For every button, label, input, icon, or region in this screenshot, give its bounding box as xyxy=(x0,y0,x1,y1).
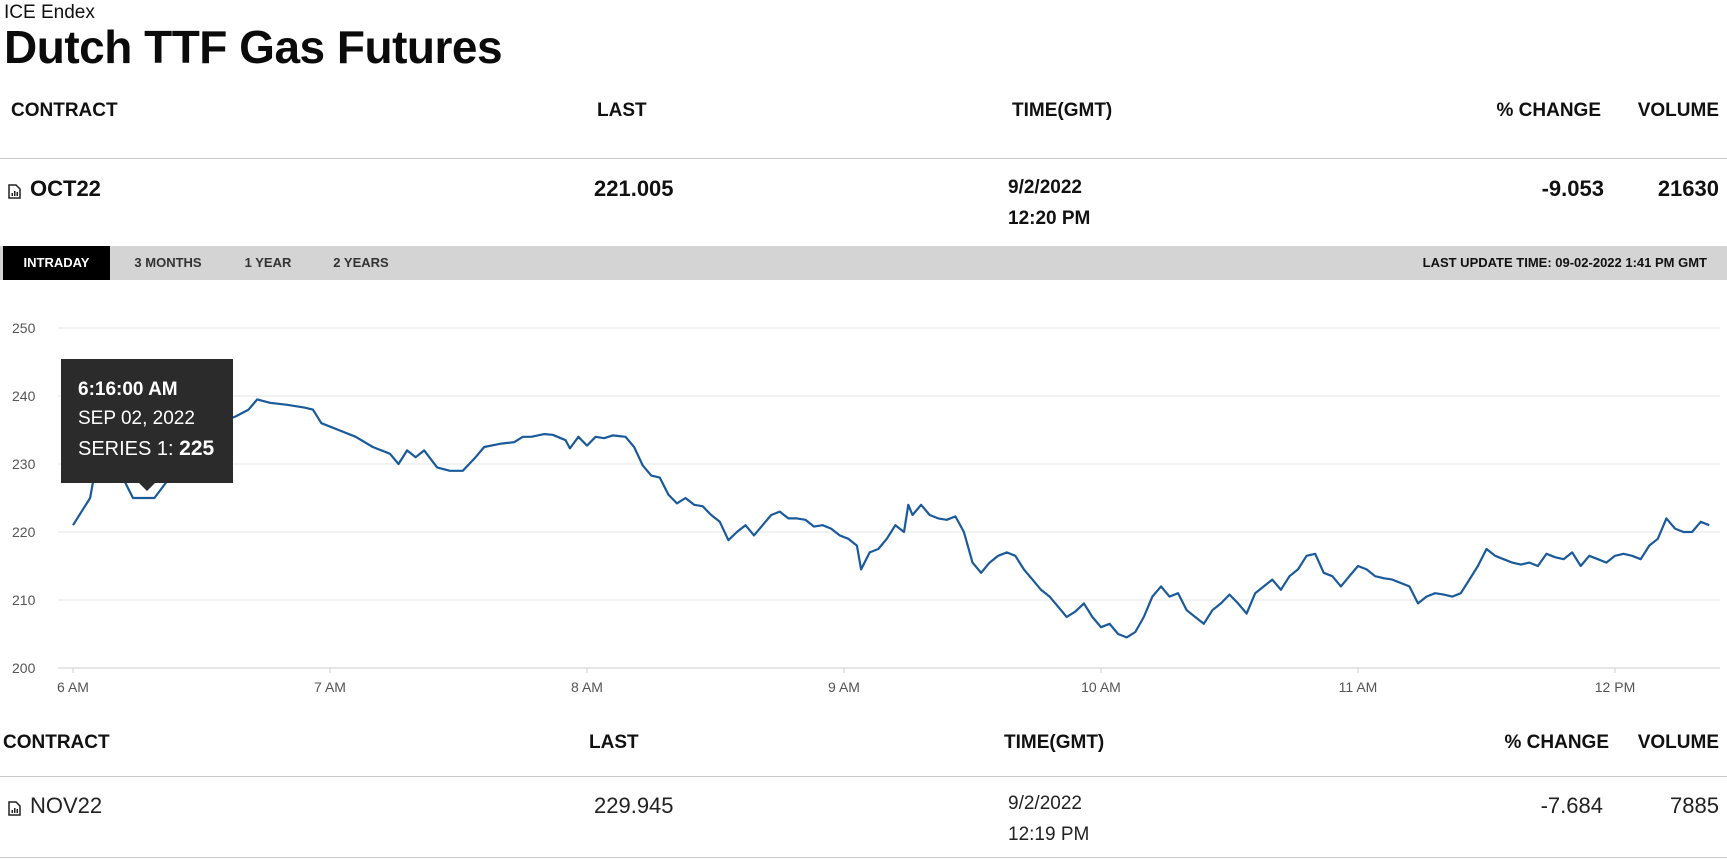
col-contract-header: CONTRACT xyxy=(11,100,118,121)
bar-chart-icon[interactable] xyxy=(8,184,21,199)
tooltip-time: 6:16:00 AM xyxy=(78,379,178,400)
y-tick-label: 200 xyxy=(12,660,36,676)
col-change-header: % CHANGE xyxy=(1504,732,1609,753)
table-row[interactable]: OCT22 221.005 9/2/2022 12:20 PM -9.053 2… xyxy=(0,172,1727,232)
x-tick-label: 8 AM xyxy=(571,679,603,695)
tab-1-year[interactable]: 1 YEAR xyxy=(244,255,292,270)
tooltip-series-label: SERIES 1: xyxy=(78,438,174,460)
trade-date: 9/2/2022 xyxy=(1008,177,1082,198)
header-divider xyxy=(0,776,1727,777)
volume-value: 21630 xyxy=(1657,176,1719,201)
col-change-header: % CHANGE xyxy=(1496,100,1601,121)
header-divider xyxy=(0,158,1727,159)
y-tick-label: 250 xyxy=(12,320,36,336)
percent-change: -9.053 xyxy=(1541,176,1604,201)
table-row[interactable]: NOV22 229.945 9/2/2022 12:19 PM -7.684 7… xyxy=(0,790,1727,852)
row-divider xyxy=(0,857,1727,858)
col-contract-header: CONTRACT xyxy=(3,732,110,753)
col-volume-header: VOLUME xyxy=(1637,100,1719,121)
tab-2-years[interactable]: 2 YEARS xyxy=(333,255,389,270)
x-tick-label: 11 AM xyxy=(1339,679,1378,695)
tooltip-series-value: 225 xyxy=(179,437,215,460)
y-tick-label: 230 xyxy=(12,456,36,472)
page-title: Dutch TTF Gas Futures xyxy=(4,21,503,73)
volume-value: 7885 xyxy=(1670,793,1719,818)
bar-chart-icon[interactable] xyxy=(8,801,21,816)
table-header: CONTRACT LAST TIME(GMT) % CHANGE VOLUME xyxy=(0,100,1727,130)
x-tick-label: 9 AM xyxy=(828,679,860,695)
col-last-header: LAST xyxy=(597,100,647,121)
series-line[interactable] xyxy=(72,398,1710,639)
range-tabbar: INTRADAY 3 MONTHS 1 YEAR 2 YEARS LAST UP… xyxy=(0,246,1727,280)
tooltip-pointer xyxy=(139,483,155,491)
contract-symbol[interactable]: OCT22 xyxy=(30,176,101,201)
y-tick-label: 240 xyxy=(12,388,36,404)
tooltip-date: SEP 02, 2022 xyxy=(78,408,195,429)
col-volume-header: VOLUME xyxy=(1637,732,1719,753)
contract-symbol[interactable]: NOV22 xyxy=(30,793,103,818)
y-tick-label: 220 xyxy=(12,524,36,540)
chart-tooltip: 6:16:00 AM SEP 02, 2022 SERIES 1: 225 xyxy=(61,359,233,483)
last-price: 229.945 xyxy=(594,793,674,818)
col-time-header: TIME(GMT) xyxy=(1012,100,1113,121)
last-update-time: LAST UPDATE TIME: 09-02-2022 1:41 PM GMT xyxy=(1422,255,1707,270)
tooltip-series: SERIES 1: 225 xyxy=(78,437,214,461)
x-tick-label: 10 AM xyxy=(1081,679,1121,695)
col-last-header: LAST xyxy=(589,732,639,753)
col-time-header: TIME(GMT) xyxy=(1004,732,1105,753)
table-header: CONTRACT LAST TIME(GMT) % CHANGE VOLUME xyxy=(0,732,1727,762)
tab-intraday[interactable]: INTRADAY xyxy=(3,246,110,280)
exchange-name: ICE Endex xyxy=(4,2,95,23)
trade-date: 9/2/2022 xyxy=(1008,793,1082,814)
percent-change: -7.684 xyxy=(1540,793,1603,818)
tab-3-months[interactable]: 3 MONTHS xyxy=(134,255,202,270)
last-price: 221.005 xyxy=(594,176,674,201)
y-tick-label: 210 xyxy=(12,592,36,608)
trade-time: 12:20 PM xyxy=(1008,208,1091,229)
x-tick-label: 6 AM xyxy=(57,679,89,695)
trade-time: 12:19 PM xyxy=(1008,824,1090,845)
x-tick-label: 12 PM xyxy=(1595,679,1635,695)
intraday-line-chart[interactable]: 200 210 220 230 240 250 6 AM 7 AM 8 AM 9 AM 10 AM 1… xyxy=(0,290,1727,700)
x-tick-label: 7 AM xyxy=(314,679,346,695)
